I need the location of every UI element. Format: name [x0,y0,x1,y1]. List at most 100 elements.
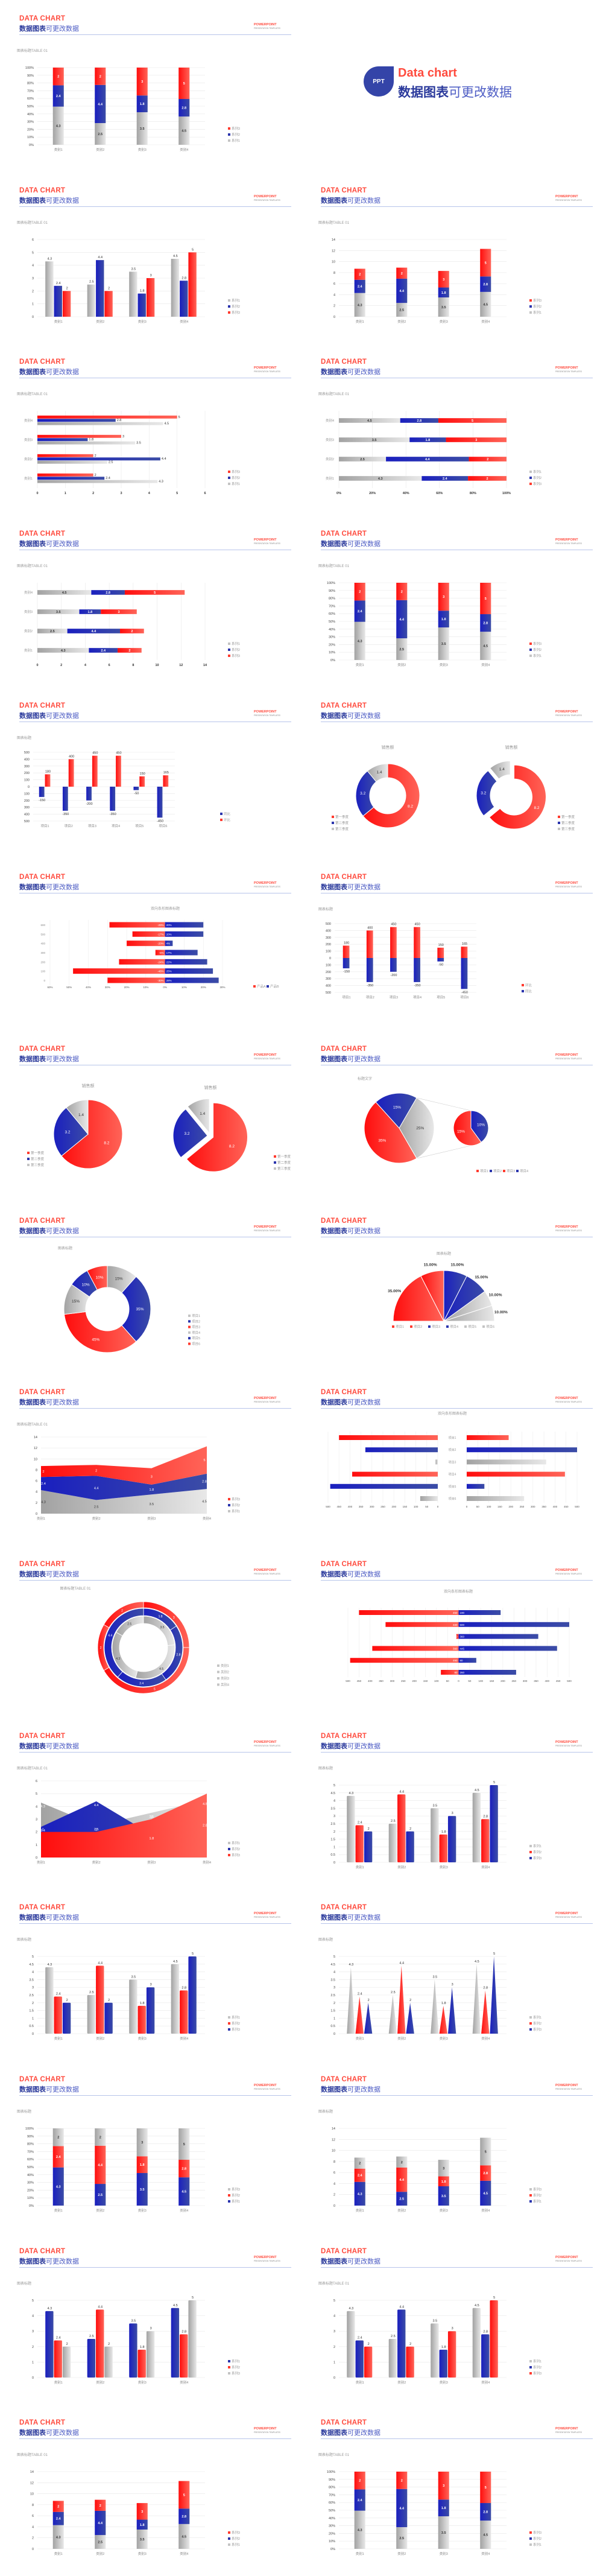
y-tick-label: 2 [32,2002,34,2005]
legend-label: 系列2 [533,2193,541,2198]
bar-segment [396,278,408,303]
legend-swatch [522,990,524,993]
bar [447,2330,456,2378]
bar-right [467,1484,485,1489]
legend-swatch [228,127,230,130]
bar-segment [480,2137,491,2166]
header-title-cn: 数据图表可更改数据 [321,882,380,892]
data-label: 2 [401,590,403,594]
legend-label: 系列1 [232,298,240,303]
pie-slice [476,770,497,816]
pie-slice [375,1093,417,1129]
data-label: 4.5 [475,2304,479,2308]
cone-mark [347,1967,355,2034]
data-label: 3 [150,2327,152,2330]
bar-segment [438,2472,449,2500]
data-label: 3.5 [131,2319,136,2323]
data-label: 2 [57,2136,59,2140]
bar-segment [438,270,449,288]
header-title-cn-light: 可更改数据 [46,2429,79,2437]
data-label: 2 [108,2343,110,2346]
legend-label: 系列3 [232,2027,240,2032]
bar-right [458,1658,476,1663]
bar-segment [438,297,449,317]
y-tick-label: 90% [27,74,34,78]
header-title-cn: 数据图表可更改数据 [321,1569,380,1579]
data-label: 2.8 [182,1987,186,1990]
legend-label: 系列2 [533,475,541,480]
header-title-en: DATA CHART [321,702,367,709]
legend-swatch [228,1504,230,1507]
header-title-cn-bold: 数据图表 [19,884,46,892]
data-label: 4.5 [173,2304,178,2308]
data-label: 2.5 [391,2335,396,2338]
data-label: 4.3 [61,649,66,653]
pie-slice [393,1275,444,1322]
legend-swatch [228,311,230,314]
brand-sublabel: PRESENTATION TEMPLATES [555,370,582,373]
bar [37,422,163,425]
x-tick-label: 450 [564,1505,569,1508]
x-tick-label: 5 [176,492,178,495]
bar-segment [52,2525,64,2549]
category-label: 类别3 [138,2380,147,2385]
data-label: -50 [438,963,443,967]
header-title-cn-bold: 数据图表 [19,1571,46,1579]
bar [104,290,113,317]
legend-swatch [529,2365,532,2368]
brand-sublabel: PRESENTATION TEMPLATES [555,1058,582,1061]
x-tick-label: 50 [476,1505,480,1508]
data-label: 450 [453,1611,458,1614]
header-title-cn-light: 可更改数据 [347,1056,380,1064]
data-label: 3.5 [131,267,136,271]
bar-segment [178,99,190,117]
y-tick-label: 12 [30,2482,34,2486]
brand-label: POWERPOINT [254,1053,277,1058]
header-title-cn: 数据图表可更改数据 [19,711,79,720]
chart-slide: DATA CHART 数据图表可更改数据 POWERPOINT PRESENTA… [0,2232,302,2405]
legend-swatch [228,477,230,480]
legend-label: 第一季度 [277,1154,291,1159]
legend-label: 类别3 [221,1676,229,1681]
bar-left [420,1496,438,1502]
data-label: 2 [99,2504,101,2508]
category-label: 500 [40,933,45,936]
brand-sublabel: PRESENTATION TEMPLATES [555,1744,582,1747]
legend-swatch [428,1325,431,1328]
legend-label: 系列3 [232,2187,240,2192]
header-title-cn-light: 可更改数据 [46,884,79,892]
header-title-cn-light: 可更改数据 [347,1914,380,1922]
legend-label: 系列2 [232,2365,240,2370]
data-label: 2 [66,2343,68,2346]
header-title-cn: 数据图表可更改数据 [321,2428,380,2437]
legend-label: 项目6 [486,1325,494,1329]
bar-right [165,941,173,947]
y-tick-label: 12 [332,249,335,253]
category-label: 项目5 [449,1485,456,1489]
category-label: 项目4 [413,995,421,1000]
y-tick-label: 30% [329,636,335,639]
category-label: 类别1 [37,1860,45,1865]
bar-segment [136,2156,148,2174]
header-title-cn-light: 可更改数据 [46,2257,79,2265]
category-label: 类别2 [96,2208,104,2213]
header-title-en: DATA CHART [19,186,66,194]
data-label: 2 [95,1470,97,1473]
header-title-en: DATA CHART [321,2247,367,2255]
data-label: 2.5 [391,1991,396,1994]
data-label: 4.3 [349,1792,354,1795]
category-label: 类别4 [180,2551,188,2556]
bar-segment [95,84,106,124]
category-label: 类别3 [138,2036,147,2041]
data-label: 2 [95,474,96,477]
legend-label: 项目3 [507,1169,515,1173]
header-divider [321,206,593,207]
chart-title: 图表标题TABLE 01 [60,1586,92,1591]
category-label: 类别4 [180,147,188,152]
bar-segment [136,2503,148,2520]
category-label: 类别3 [440,2380,448,2385]
header-title-cn-bold: 数据图表 [19,1742,46,1750]
data-label: 2.4 [56,2517,62,2521]
bar [343,958,350,969]
